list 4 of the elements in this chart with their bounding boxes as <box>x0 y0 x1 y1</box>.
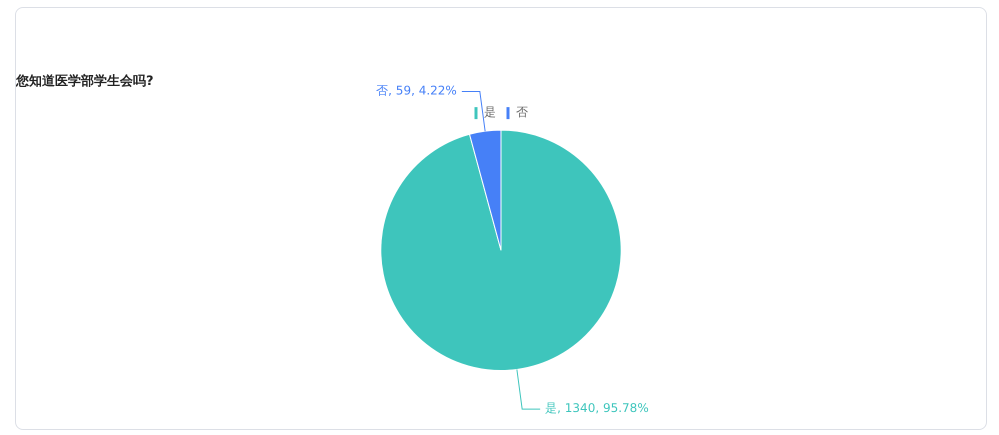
legend-label: 是 <box>484 105 496 120</box>
data-label: 否, 59, 4.22% <box>376 84 457 98</box>
legend-label: 否 <box>516 105 528 120</box>
data-label: 是, 1340, 95.78% <box>545 401 649 416</box>
